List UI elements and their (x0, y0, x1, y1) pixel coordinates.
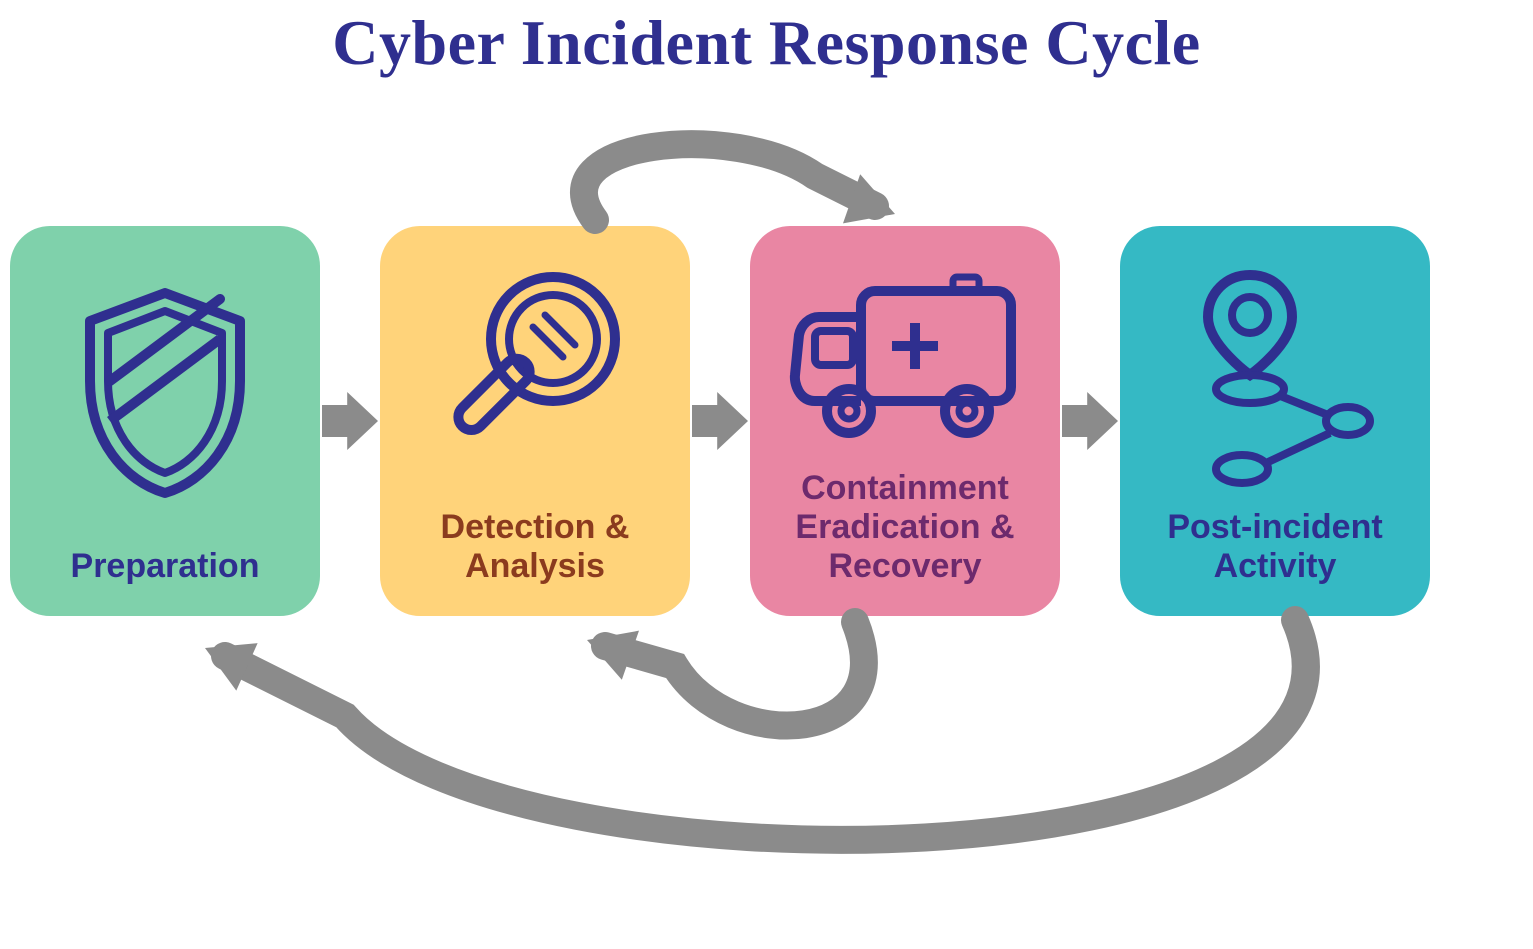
arrow-loop-big-postincident-to-preparation (205, 620, 1306, 840)
route-icon (1138, 246, 1412, 498)
card-label-containment: Containment Eradication & Recovery (768, 469, 1042, 586)
card-label-postincident: Post-incident Activity (1138, 508, 1412, 586)
card-postincident: Post-incident Activity (1120, 226, 1430, 616)
card-label-preparation: Preparation (71, 547, 260, 586)
arrow-forward-2 (1062, 392, 1118, 450)
magnifier-icon (398, 246, 672, 498)
card-containment: Containment Eradication & Recovery (750, 226, 1060, 616)
arrow-loop-top-detection-to-containment (584, 144, 895, 223)
arrow-forward-0 (322, 392, 378, 450)
arrow-loop-bottom-containment-to-detection (587, 622, 864, 726)
ambulance-icon (768, 246, 1042, 459)
card-label-detection: Detection & Analysis (398, 508, 672, 586)
shield-icon (28, 246, 302, 537)
card-preparation: Preparation (10, 226, 320, 616)
arrow-forward-1 (692, 392, 748, 450)
card-detection: Detection & Analysis (380, 226, 690, 616)
diagram-title: Cyber Incident Response Cycle (0, 6, 1533, 80)
